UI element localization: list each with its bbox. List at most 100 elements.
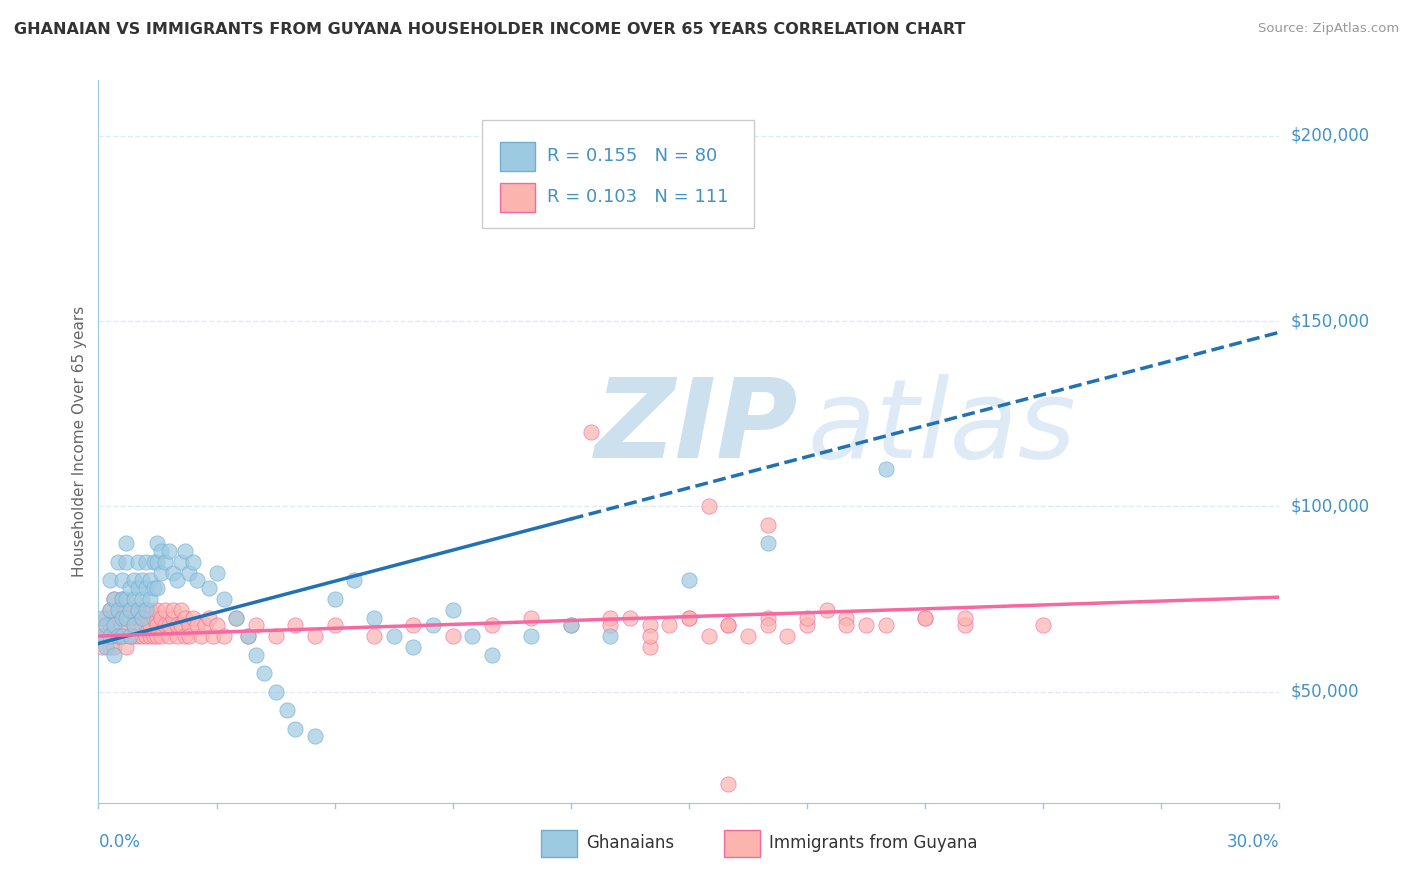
Text: GHANAIAN VS IMMIGRANTS FROM GUYANA HOUSEHOLDER INCOME OVER 65 YEARS CORRELATION : GHANAIAN VS IMMIGRANTS FROM GUYANA HOUSE… <box>14 22 966 37</box>
Point <box>118 603 141 617</box>
Point <box>122 629 145 643</box>
Point <box>127 610 149 624</box>
Point <box>796 610 818 624</box>
Point <box>284 618 307 632</box>
Point <box>111 629 134 643</box>
Point <box>284 722 307 736</box>
Point <box>107 629 129 643</box>
Point <box>115 618 138 632</box>
Text: $100,000: $100,000 <box>1291 498 1369 516</box>
Text: 0.0%: 0.0% <box>98 833 141 851</box>
Text: atlas: atlas <box>807 374 1076 481</box>
Point <box>174 629 197 643</box>
Point <box>127 581 149 595</box>
Point <box>91 640 114 655</box>
Point <box>205 566 228 580</box>
Point <box>186 618 208 632</box>
Point <box>717 777 740 791</box>
Point <box>122 603 145 617</box>
Point <box>118 629 141 643</box>
Point <box>194 618 217 632</box>
Point <box>236 629 259 643</box>
Point <box>678 574 700 588</box>
Point <box>111 610 134 624</box>
Point <box>363 629 385 643</box>
Point <box>717 618 740 632</box>
Point <box>155 555 177 569</box>
Point <box>174 544 197 558</box>
Point <box>142 581 165 595</box>
Point <box>131 629 153 643</box>
Text: $50,000: $50,000 <box>1291 682 1360 700</box>
Point <box>323 618 346 632</box>
Point <box>138 618 160 632</box>
Point <box>225 610 247 624</box>
Point <box>127 603 149 617</box>
Point <box>697 500 720 514</box>
Point <box>855 618 877 632</box>
Point <box>441 629 464 643</box>
Point <box>138 629 160 643</box>
Point <box>115 603 138 617</box>
Point <box>96 629 118 643</box>
Point <box>135 629 157 643</box>
Text: Immigrants from Guyana: Immigrants from Guyana <box>769 834 977 852</box>
Point <box>520 629 543 643</box>
Point <box>264 629 287 643</box>
Point <box>115 610 138 624</box>
Point <box>520 610 543 624</box>
Text: Ghanaians: Ghanaians <box>586 834 675 852</box>
Point <box>678 610 700 624</box>
Point <box>835 610 858 624</box>
Point <box>756 536 779 550</box>
Point <box>107 603 129 617</box>
Point <box>162 603 184 617</box>
Point <box>264 684 287 698</box>
Text: R = 0.103   N = 111: R = 0.103 N = 111 <box>547 188 728 206</box>
Point <box>146 603 169 617</box>
Point <box>441 603 464 617</box>
Point <box>146 581 169 595</box>
Point <box>111 592 134 607</box>
Point <box>638 618 661 632</box>
Point <box>599 610 621 624</box>
Point <box>157 629 180 643</box>
Point <box>150 566 173 580</box>
Point <box>166 574 188 588</box>
Y-axis label: Householder Income Over 65 years: Householder Income Over 65 years <box>72 306 87 577</box>
Text: Source: ZipAtlas.com: Source: ZipAtlas.com <box>1258 22 1399 36</box>
Point <box>138 574 160 588</box>
Point <box>402 640 425 655</box>
Point <box>142 610 165 624</box>
Point <box>422 618 444 632</box>
Point <box>142 555 165 569</box>
Point <box>155 603 177 617</box>
FancyBboxPatch shape <box>482 120 754 228</box>
Point <box>245 618 267 632</box>
Point <box>162 566 184 580</box>
Point <box>225 610 247 624</box>
Point <box>579 425 602 440</box>
Point <box>174 610 197 624</box>
Point <box>98 574 121 588</box>
Point <box>135 610 157 624</box>
FancyBboxPatch shape <box>501 142 536 170</box>
Point <box>186 574 208 588</box>
Point <box>205 618 228 632</box>
Point <box>103 592 125 607</box>
Point <box>170 603 193 617</box>
Point <box>214 629 236 643</box>
Point <box>135 603 157 617</box>
Point <box>91 629 114 643</box>
Point <box>150 629 173 643</box>
Point <box>115 592 138 607</box>
Point <box>678 610 700 624</box>
Point <box>276 703 298 717</box>
Point <box>157 544 180 558</box>
Point <box>737 629 759 643</box>
Point <box>953 610 976 624</box>
Point <box>796 618 818 632</box>
Point <box>756 618 779 632</box>
Point <box>135 618 157 632</box>
Point <box>481 618 503 632</box>
